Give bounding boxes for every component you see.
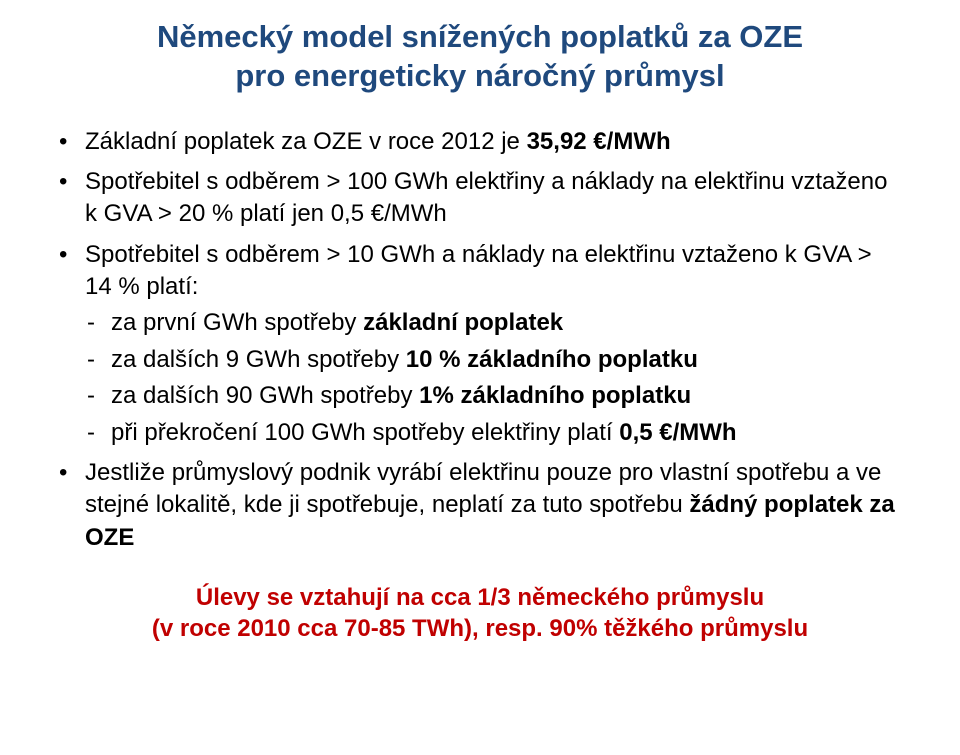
bullet-3: Spotřebitel s odběrem > 10 GWh a náklady… <box>55 239 905 449</box>
main-bullet-list: Základní poplatek za OZE v roce 2012 je … <box>55 126 905 555</box>
title-line-1: Německý model snížených poplatků za OZE <box>157 19 803 54</box>
title-line-2: pro energeticky náročný průmysl <box>235 58 724 93</box>
sub-1-text: za první GWh spotřeby <box>111 309 363 336</box>
footer-line-1: Úlevy se vztahují na cca 1/3 německého p… <box>196 584 764 611</box>
bullet-1-bold: 35,92 €/MWh <box>527 128 671 155</box>
sub-1-bold: základní poplatek <box>363 309 563 336</box>
bullet-3-text: Spotřebitel s odběrem > 10 GWh a náklady… <box>85 241 872 300</box>
bullet-2-text: Spotřebitel s odběrem > 100 GWh elektřin… <box>85 168 887 227</box>
slide: Německý model snížených poplatků za OZE … <box>0 0 960 755</box>
sub-bullet-4: při překročení 100 GWh spotřeby elektřin… <box>85 417 905 449</box>
sub-4-bold: 0,5 €/MWh <box>619 419 736 446</box>
bullet-2: Spotřebitel s odběrem > 100 GWh elektřin… <box>55 166 905 231</box>
sub-3-text: za dalších 90 GWh spotřeby <box>111 382 419 409</box>
sub-4-text: při překročení 100 GWh spotřeby elektřin… <box>111 419 619 446</box>
bullet-4: Jestliže průmyslový podnik vyrábí elektř… <box>55 457 905 554</box>
bullet-1: Základní poplatek za OZE v roce 2012 je … <box>55 126 905 158</box>
sub-bullet-3: za dalších 90 GWh spotřeby 1% základního… <box>85 380 905 412</box>
footer-note: Úlevy se vztahují na cca 1/3 německého p… <box>55 582 905 644</box>
sub-2-bold: 10 % základního poplatku <box>406 346 698 373</box>
sub-bullet-2: za dalších 9 GWh spotřeby 10 % základníh… <box>85 344 905 376</box>
sub-bullet-list: za první GWh spotřeby základní poplatek … <box>85 307 905 449</box>
footer-line-2: (v roce 2010 cca 70-85 TWh), resp. 90% t… <box>152 615 808 642</box>
sub-2-text: za dalších 9 GWh spotřeby <box>111 346 406 373</box>
sub-3-bold: 1% základního poplatku <box>419 382 691 409</box>
slide-title: Německý model snížených poplatků za OZE … <box>55 18 905 96</box>
bullet-1-text: Základní poplatek za OZE v roce 2012 je <box>85 128 527 155</box>
sub-bullet-1: za první GWh spotřeby základní poplatek <box>85 307 905 339</box>
